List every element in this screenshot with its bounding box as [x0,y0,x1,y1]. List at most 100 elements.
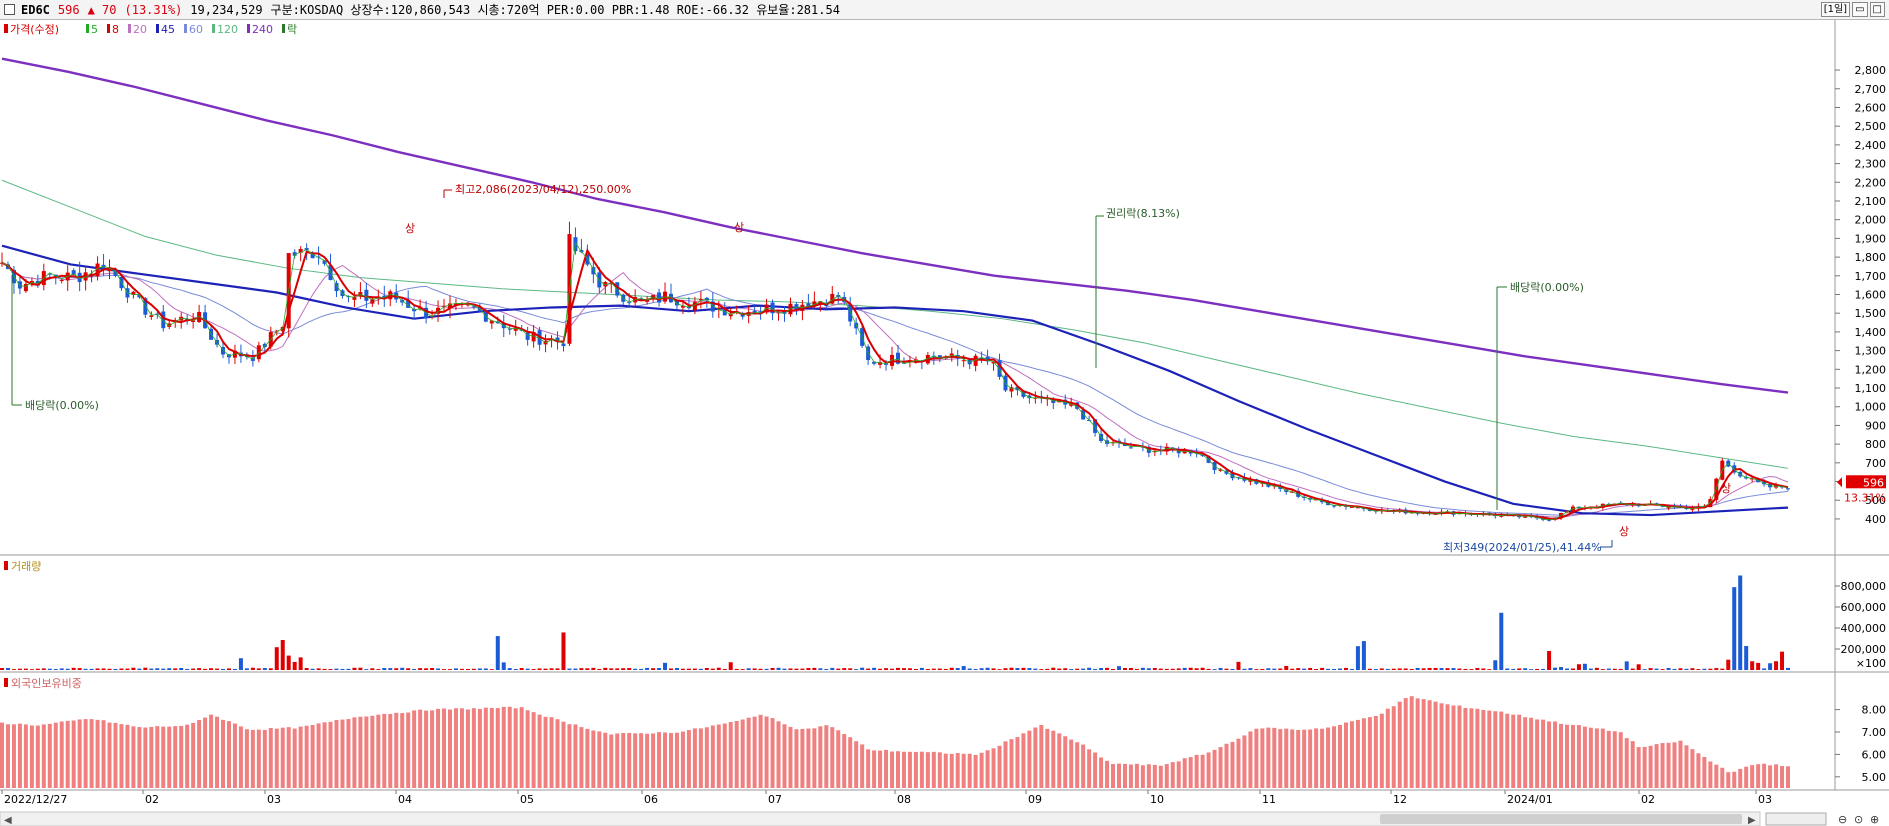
foreign-ratio-bar [53,722,58,788]
volume-bar [818,668,823,670]
maximize-icon[interactable]: □ [1869,2,1885,17]
volume-bar [1493,660,1498,670]
foreign-ratio-bar [1744,766,1749,788]
candle-body [812,301,817,306]
volume-bar [716,667,721,670]
legend-swatch [184,24,187,33]
volume-bar [1242,668,1247,670]
volume-bar [244,668,249,670]
select-checkbox[interactable] [4,4,15,15]
foreign-ratio-bar [991,748,996,788]
volume-bar [1774,661,1779,670]
date-tick-label: 12 [1393,793,1407,806]
foreign-ratio-bar [884,749,889,788]
foreign-ratio-bar [674,732,679,788]
foreign-ratio-bar [1373,716,1378,788]
foreign-ratio-bar [161,726,166,788]
foreign-ratio-bar [304,725,309,788]
volume-bar [1379,668,1384,670]
volume-bar [1397,668,1402,670]
foreign-ratio-bar [394,712,399,788]
current-price-tag [1846,475,1886,489]
foreign-ratio-bar [274,728,279,788]
candle-body [101,264,106,269]
volume-bar [364,669,369,670]
foreign-ratio-bar [1415,698,1420,788]
foreign-ratio-bar [1379,713,1384,788]
volume-bar [1236,661,1241,670]
volume-bar [830,667,835,670]
foreign-ratio-bar [692,728,697,788]
candle-body [597,272,602,288]
foreign-ratio-bar [1624,738,1629,788]
candle-body [895,352,900,364]
foreign-ratio-bar [704,727,709,788]
volume-bar [1248,668,1253,670]
volume-bar [985,667,990,670]
foreign-ratio-bar [919,751,924,788]
volume-bar [728,662,733,670]
foreign-ratio-bar [77,719,82,788]
candle-body [710,301,715,312]
volume-bar [1588,668,1593,670]
candle-body [113,270,118,276]
volume-bar [800,668,805,670]
price-tick-label: 2,100 [1855,195,1887,208]
price-tick-label: 1,900 [1855,232,1887,245]
volume-bar [1463,668,1468,670]
volume-bar [645,667,650,670]
volume-bar [376,669,381,670]
foreign-ratio-bar [483,707,488,788]
foreign-ratio-bar [1296,730,1301,788]
foreign-ratio-bar [5,724,10,788]
foreign-ratio-bar [1075,742,1080,788]
foreign-ratio-bar [818,726,823,788]
volume-bar [561,632,566,670]
volume-bar [531,669,536,670]
candle-body [979,357,984,359]
foreign-ratio-bar [0,722,4,788]
volume-bar [1087,667,1092,670]
foreign-ratio-bar [1618,732,1623,788]
volume-bar [997,669,1002,670]
volume-bar [197,668,202,670]
volume-bar [1756,662,1761,670]
volume-bar [1009,667,1014,670]
volume-bar [1081,668,1086,670]
foreign-ratio-bar [794,729,799,788]
zoom-controls[interactable]: ⊖ ⊙ ⊕ [1765,812,1879,826]
foreign-ratio-bar [47,723,52,788]
foreign-ratio-bar [107,722,112,788]
candle-body [412,308,417,312]
volume-bar [621,668,626,670]
volume-bar [1093,669,1098,670]
foreign-ratio-bar [1487,710,1492,788]
volume-bar [1666,667,1671,670]
date-tick-label: 2024/01 [1507,793,1553,806]
candle-body [304,248,309,251]
foreign-ratio-bar [1750,765,1755,788]
foreign-title-text: 외국인보유비중 [11,677,82,690]
ma240-path [1,57,1789,394]
candle-body [878,362,883,365]
legend-price-label: 가격(수정) [10,23,59,36]
period-button[interactable]: [1일] [1820,2,1851,17]
foreign-ratio-bar [1523,717,1528,788]
foreign-ratio-bar [890,751,895,788]
date-tick-label: 02 [1641,793,1655,806]
volume-tick-label: 800,000 [1841,580,1887,593]
horizontal-scrollbar[interactable]: ◀ ▶ [0,811,1761,826]
volume-bar [979,668,984,670]
volume-bar [627,668,632,670]
foreign-ratio-bar [250,729,255,788]
foreign-ratio-bar [1529,717,1534,788]
volume-bar [280,639,285,670]
volume-bar [1164,668,1169,670]
foreign-ratio-bar [1278,729,1283,788]
volume-bar [5,667,10,670]
volume-bar [1487,669,1492,670]
foreign-ratio-bar [758,714,763,788]
foreign-ratio-bar [1756,764,1761,788]
minimize-icon[interactable]: ▭ [1852,2,1868,17]
